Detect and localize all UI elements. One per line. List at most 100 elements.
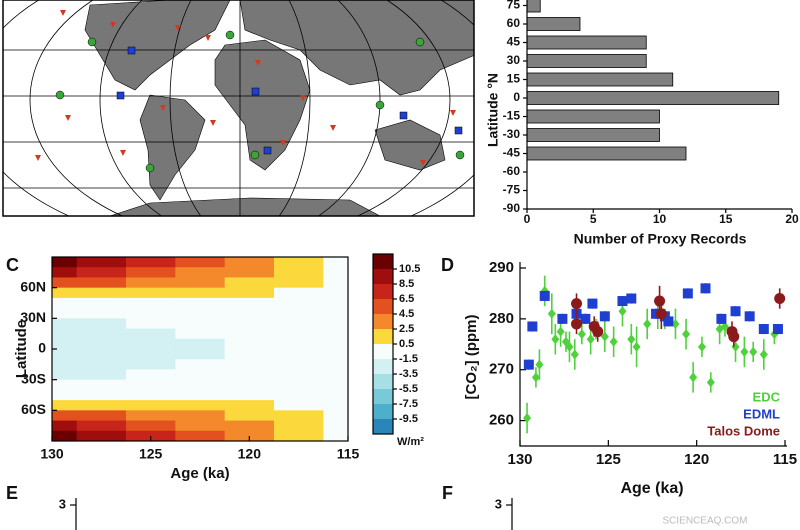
x-tick-label: 0: [524, 212, 531, 226]
y-tick-label: 30S: [21, 370, 46, 386]
bar: [526, 109, 660, 124]
contour-cell: [224, 369, 275, 381]
contour-cell: [76, 359, 127, 371]
marker: [580, 313, 591, 324]
y-tick-label: 60: [507, 16, 521, 30]
y-tick-label: 3: [495, 496, 502, 511]
colorbar-tick-label: 0.5: [399, 338, 414, 350]
marker: [609, 336, 618, 347]
colorbar-tick-label: -7.5: [399, 398, 418, 410]
y-tick-label: 270: [489, 361, 514, 378]
contour-cell: [224, 308, 275, 319]
contour-cell: [274, 338, 324, 350]
colorbar-band: [373, 299, 393, 314]
contour-cell: [224, 400, 275, 411]
contour-cell: [323, 379, 348, 391]
contour-cell: [126, 318, 176, 330]
marker: [749, 346, 758, 357]
marker: [627, 334, 636, 345]
contour-cell: [175, 430, 226, 441]
y-tick-label: -15: [503, 109, 521, 123]
contour-cell: [175, 369, 226, 381]
bar: [526, 128, 660, 142]
marker: [523, 413, 532, 424]
contour-cell: [52, 328, 78, 340]
contour-cell: [323, 410, 348, 422]
contour-cell: [175, 318, 226, 330]
contour-cell: [126, 389, 176, 401]
marker: [531, 372, 540, 383]
contour-cell: [274, 410, 324, 422]
marker: [565, 341, 574, 352]
contour-cell: [76, 420, 127, 432]
panel-label: E: [6, 483, 18, 503]
contour-cell: [175, 328, 226, 340]
contour-cell: [126, 410, 176, 422]
bar: [526, 17, 581, 31]
colorbar-band: [373, 419, 393, 434]
marker: [730, 306, 741, 317]
bar: [526, 72, 674, 87]
contour-cell: [52, 400, 78, 411]
contour-cell: [76, 318, 127, 330]
contour-cell: [126, 338, 176, 350]
marker: [716, 313, 727, 324]
y-tick-label: 15: [507, 72, 521, 86]
contour-cell: [76, 308, 127, 319]
contour-cell: [126, 257, 176, 268]
contour-cell: [76, 287, 127, 299]
contour-cell: [76, 338, 127, 350]
marker: [632, 341, 641, 352]
contour-cell: [224, 410, 275, 422]
contour-cell: [76, 389, 127, 401]
marker: [523, 359, 534, 370]
marker: [547, 308, 556, 319]
contour-cell: [224, 338, 275, 350]
contour-cell: [323, 349, 348, 360]
contour-cell: [76, 257, 127, 268]
marker: [643, 318, 652, 329]
x-tick-label: 120: [684, 451, 709, 468]
contour-cell: [274, 257, 324, 268]
y-tick-label: -30: [503, 127, 521, 141]
marker: [586, 334, 595, 345]
contour-cell: [126, 379, 176, 391]
y-tick-label: 3: [59, 496, 66, 511]
contour-cell: [323, 430, 348, 441]
contour-cell: [323, 287, 348, 299]
contour-cell: [52, 277, 78, 289]
legend-entry: Talos Dome: [707, 423, 780, 438]
contour-cell: [274, 400, 324, 411]
marker: [671, 318, 680, 329]
colorbar-band: [373, 269, 393, 284]
contour-cell: [274, 379, 324, 391]
contour-cell: [76, 328, 127, 340]
y-tick-label: -90: [503, 201, 521, 215]
colorbar-band: [373, 359, 393, 374]
x-tick-label: 130: [507, 451, 532, 468]
marker: [600, 331, 609, 342]
colorbar-band: [373, 404, 393, 419]
contour-cell: [52, 420, 78, 432]
contour-cell: [274, 359, 324, 371]
x-tick-label: 20: [785, 212, 799, 226]
colorbar-tick-label: 10.5: [399, 263, 420, 275]
y-tick-label: -75: [503, 183, 521, 197]
contour-cell: [52, 410, 78, 422]
marker: [655, 308, 667, 320]
marker: [731, 341, 740, 352]
marker: [682, 288, 693, 299]
marker: [654, 295, 666, 307]
contour-cell: [224, 267, 275, 279]
colorbar-band: [373, 254, 393, 269]
contour-cell: [224, 359, 275, 371]
contour-cell: [175, 420, 226, 432]
contour-cell: [126, 420, 176, 432]
colorbar-band: [373, 344, 393, 359]
y-tick-label: 60S: [21, 401, 46, 417]
contour-cell: [323, 308, 348, 319]
colorbar-tick-label: 4.5: [399, 308, 414, 320]
contour-cell: [274, 267, 324, 279]
marker: [740, 346, 749, 357]
